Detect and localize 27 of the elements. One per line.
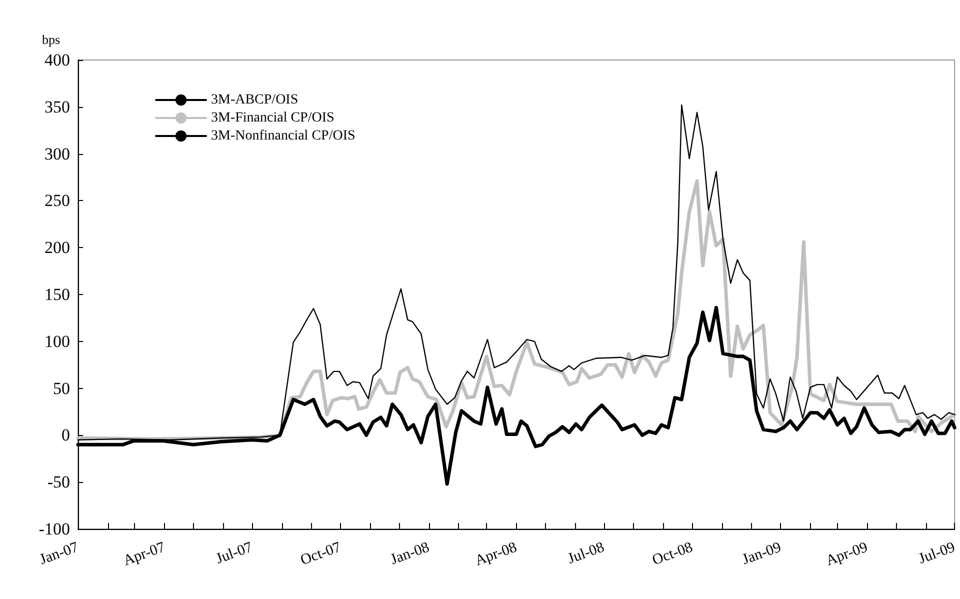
y-tick-label: 350 — [44, 97, 70, 116]
y-tick-label: 300 — [44, 144, 70, 164]
x-tick-label: Apr-08 — [473, 539, 520, 570]
y-tick-label: 150 — [44, 285, 70, 304]
x-tick-label: Jan-08 — [388, 539, 432, 568]
legend-label: 3M-Financial CP/OIS — [211, 110, 334, 126]
y-axis-title: bps — [42, 32, 60, 47]
y-tick-label: -50 — [47, 472, 70, 492]
x-tick-label: Jan-09 — [740, 539, 784, 568]
x-tick-label: Jan-07 — [38, 539, 82, 568]
x-tick-label: Jul-08 — [566, 539, 607, 568]
y-tick-label: 50 — [53, 378, 70, 398]
x-tick-label: Jul-07 — [214, 539, 256, 568]
line-series — [76, 179, 956, 441]
x-tick-label: Apr-07 — [121, 539, 168, 570]
y-tick-label: -100 — [38, 520, 70, 538]
x-tick-label: Jul-09 — [916, 539, 958, 568]
x-tick-label: Oct-07 — [298, 539, 344, 569]
y-tick-label: 200 — [44, 238, 70, 258]
y-tick-label: 400 — [44, 50, 70, 70]
x-tick-label: Oct-08 — [650, 539, 695, 569]
y-tick-label: 0 — [62, 426, 70, 445]
x-tick-label: Apr-09 — [824, 539, 870, 570]
legend-label: 3M-ABCP/OIS — [211, 92, 298, 108]
y-tick-label: 250 — [44, 191, 70, 210]
legend-label: 3M-Nonfinancial CP/OIS — [211, 128, 356, 144]
y-tick-label: 100 — [44, 332, 70, 351]
